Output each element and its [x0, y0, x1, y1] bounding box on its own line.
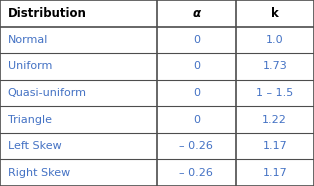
Text: 1.17: 1.17	[263, 168, 287, 178]
Text: 0: 0	[193, 35, 200, 45]
Text: Right Skew: Right Skew	[8, 168, 70, 178]
Text: – 0.26: – 0.26	[179, 141, 213, 151]
Text: 1.22: 1.22	[262, 115, 287, 125]
Text: Distribution: Distribution	[8, 7, 87, 20]
Text: 1 – 1.5: 1 – 1.5	[256, 88, 293, 98]
Text: 0: 0	[193, 115, 200, 125]
Text: Triangle: Triangle	[8, 115, 52, 125]
Text: 1.73: 1.73	[263, 61, 287, 71]
Text: 0: 0	[193, 88, 200, 98]
Text: Uniform: Uniform	[8, 61, 52, 71]
Text: Quasi-uniform: Quasi-uniform	[8, 88, 87, 98]
Text: 1.0: 1.0	[266, 35, 284, 45]
Text: 0: 0	[193, 61, 200, 71]
Text: 1.17: 1.17	[263, 141, 287, 151]
Text: – 0.26: – 0.26	[179, 168, 213, 178]
Text: Normal: Normal	[8, 35, 48, 45]
Text: α: α	[192, 7, 200, 20]
Text: k: k	[271, 7, 279, 20]
Text: Left Skew: Left Skew	[8, 141, 62, 151]
